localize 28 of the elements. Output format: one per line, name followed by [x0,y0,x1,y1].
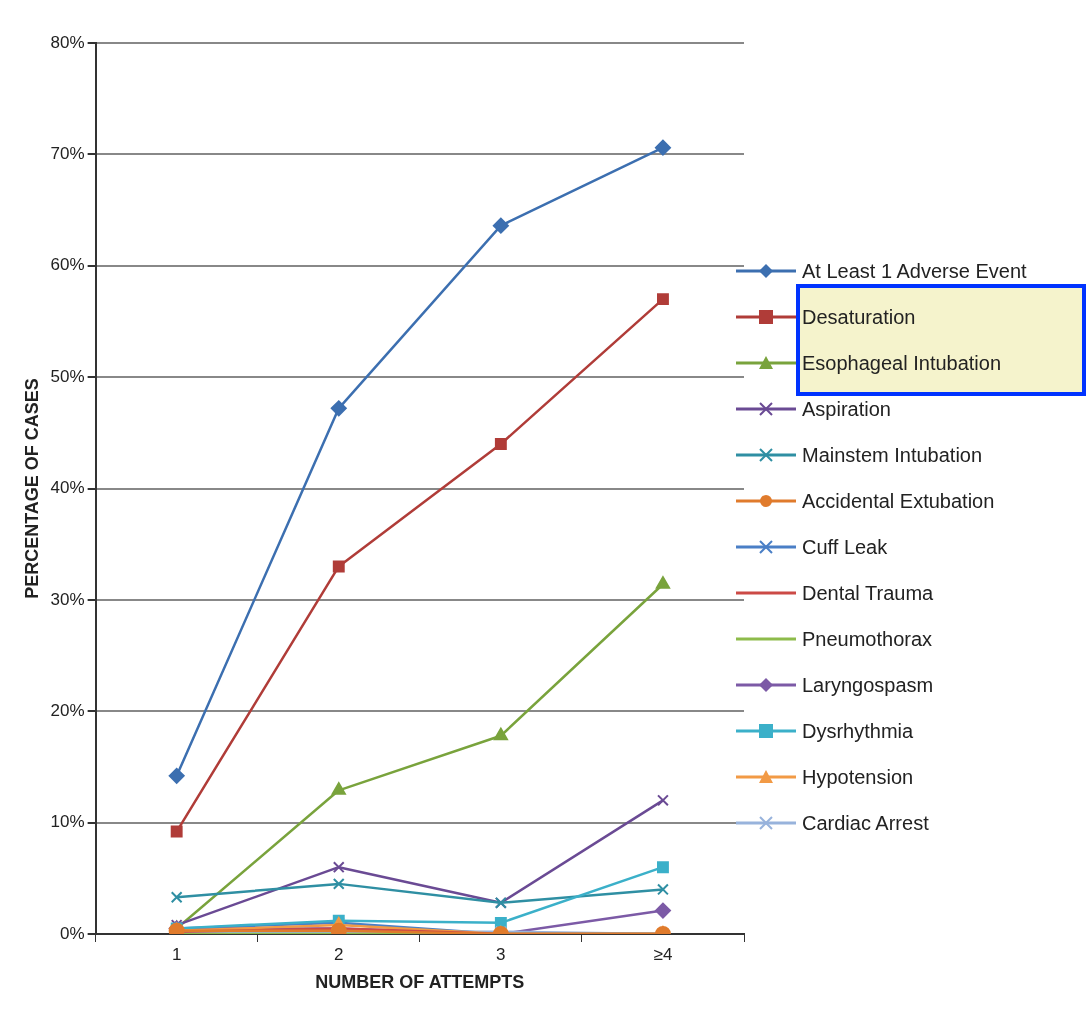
y-tick-label: 40% [50,478,85,498]
legend-label: Pneumothorax [802,627,933,651]
legend-label: Mainstem Intubation [802,443,983,467]
x-tick-label: 1 [171,944,182,964]
y-tick-label: 20% [50,700,85,720]
y-tick-label: 30% [50,589,85,609]
legend-label: Hypotension [802,765,914,789]
legend-label: Desaturation [802,305,916,329]
x-tick-label: ≥4 [653,944,673,964]
legend-label: Cardiac Arrest [802,811,929,835]
y-tick-label: 50% [50,366,85,386]
y-tick-label: 60% [50,255,85,275]
legend-label: Aspiration [802,397,891,421]
y-tick-label: 0% [60,923,85,943]
y-tick-label: 80% [50,32,85,52]
y-axis-title: PERCENTAGE OF CASES [21,378,42,599]
legend-label: Accidental Extubation [802,489,995,513]
x-tick-label: 3 [496,944,506,964]
x-axis-title: NUMBER OF ATTEMPTS [315,972,525,993]
legend-label: Esophageal Intubation [802,351,1002,375]
legend-label: At Least 1 Adverse Event [802,259,1027,283]
legend-label: Laryngospasm [802,673,934,697]
legend-label: Dental Trauma [802,581,934,605]
y-tick-label: 70% [50,144,85,164]
y-tick-label: 10% [50,812,85,832]
x-tick-label: 2 [334,944,344,964]
legend-label: Dysrhythmia [802,719,914,743]
legend-label: Cuff Leak [802,535,888,559]
